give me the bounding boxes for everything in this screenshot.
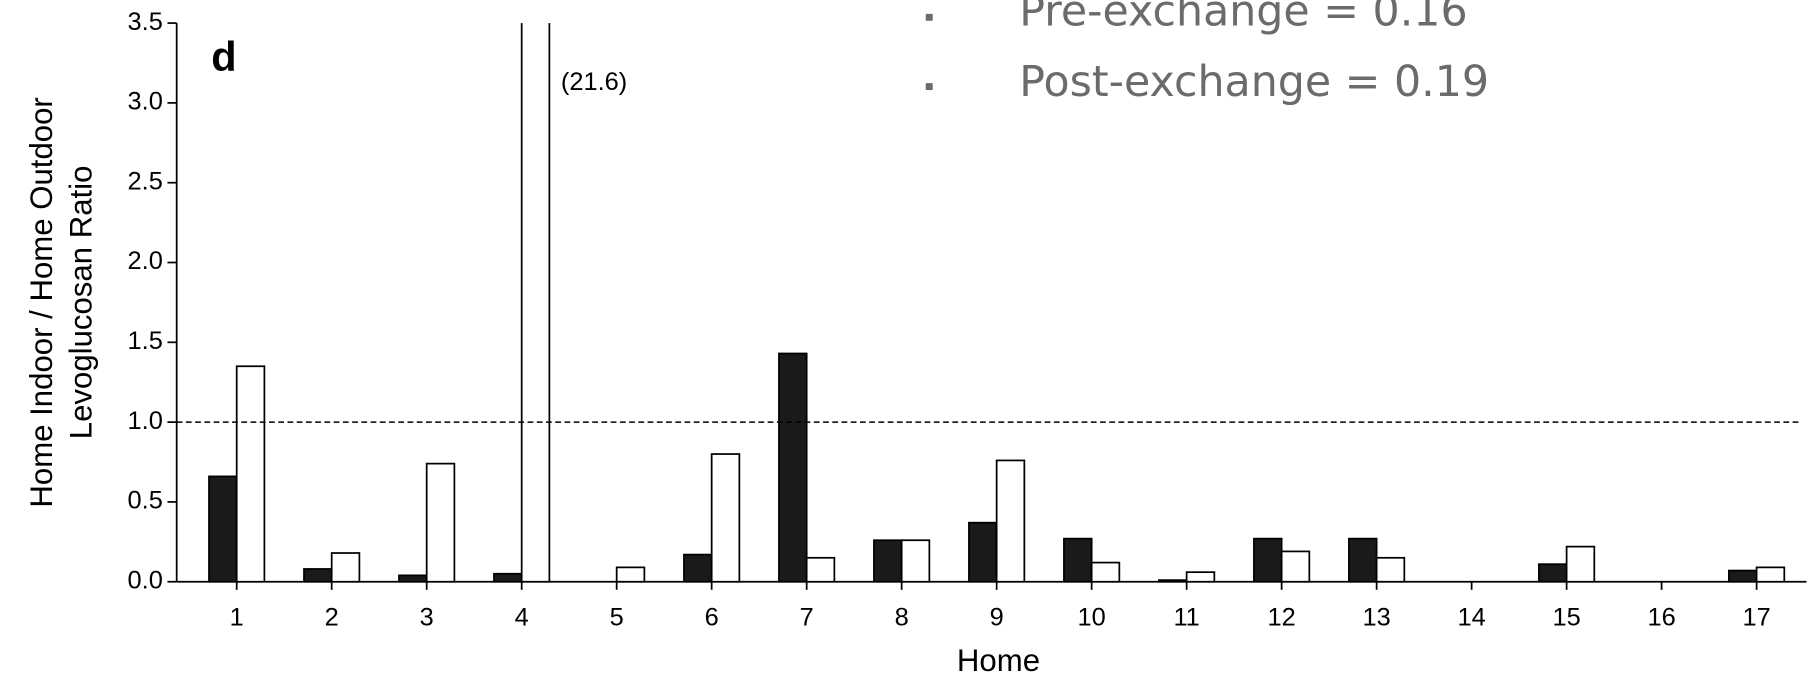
x-tick-label: 14	[1457, 603, 1485, 631]
x-tick-label: 16	[1647, 603, 1675, 631]
y-tick-label: 2.0	[128, 247, 163, 275]
x-tick-label: 10	[1078, 603, 1106, 631]
y-axis-label: Home Indoor / Home Outdoor	[24, 97, 59, 507]
x-tick-label: 1	[230, 603, 244, 631]
bar	[1158, 579, 1188, 583]
bar	[303, 568, 333, 583]
y-tick-label: 3.0	[128, 88, 163, 116]
panel-label: d	[211, 33, 236, 80]
x-tick-label: 7	[800, 603, 814, 631]
value-label: (21.6)	[561, 68, 627, 96]
y-axis-label: Levoglucosan Ratio	[63, 166, 98, 440]
y-tick-label: 1.0	[128, 407, 163, 435]
y-tick-label: 1.5	[128, 327, 163, 355]
bar	[1538, 563, 1568, 583]
bar	[873, 539, 903, 583]
bar	[710, 453, 741, 583]
bar	[995, 459, 1026, 583]
x-tick-label: 9	[990, 603, 1004, 631]
y-tick-label: 0.5	[128, 487, 163, 515]
x-tick-label: 5	[610, 603, 624, 631]
annotation: Pre-exchange = 0.16	[1019, 0, 1467, 36]
bar	[1090, 561, 1121, 583]
x-tick-label: 17	[1742, 603, 1770, 631]
y-tick-label: 3.5	[128, 8, 163, 36]
bar	[1728, 569, 1758, 583]
bar	[1253, 537, 1283, 583]
y-tick-label: 0.0	[128, 566, 163, 594]
bar	[900, 539, 931, 583]
x-tick-label: 12	[1268, 603, 1296, 631]
bar	[805, 556, 836, 583]
bar	[235, 365, 266, 583]
bar	[398, 574, 428, 583]
plot-area	[208, 23, 1786, 583]
bar	[968, 521, 998, 583]
x-tick-label: 11	[1173, 603, 1199, 631]
bar	[1185, 571, 1216, 583]
x-tick-label: 13	[1363, 603, 1391, 631]
bar	[493, 572, 523, 583]
x-tick-label: 15	[1552, 603, 1580, 631]
x-tick-label: 8	[895, 603, 909, 631]
x-tick-label: 6	[705, 603, 719, 631]
bar	[520, 23, 551, 583]
bullet	[925, 13, 933, 21]
x-axis-label: Home	[957, 643, 1040, 678]
bar	[615, 566, 646, 583]
bar	[425, 462, 456, 583]
bar	[778, 352, 808, 583]
bar	[330, 552, 361, 583]
bullet	[925, 83, 933, 91]
bar	[1755, 566, 1786, 583]
bar	[1348, 537, 1378, 583]
x-tick-label: 3	[420, 603, 434, 631]
annotation: Post-exchange = 0.19	[1019, 57, 1489, 107]
bar	[1565, 545, 1596, 583]
bar	[683, 553, 713, 583]
bar	[1063, 537, 1093, 583]
x-tick-label: 4	[515, 603, 529, 631]
bar	[1280, 550, 1311, 583]
bar	[1375, 556, 1406, 583]
y-tick-label: 2.5	[128, 167, 163, 195]
bar	[208, 475, 238, 583]
x-tick-label: 2	[325, 603, 339, 631]
